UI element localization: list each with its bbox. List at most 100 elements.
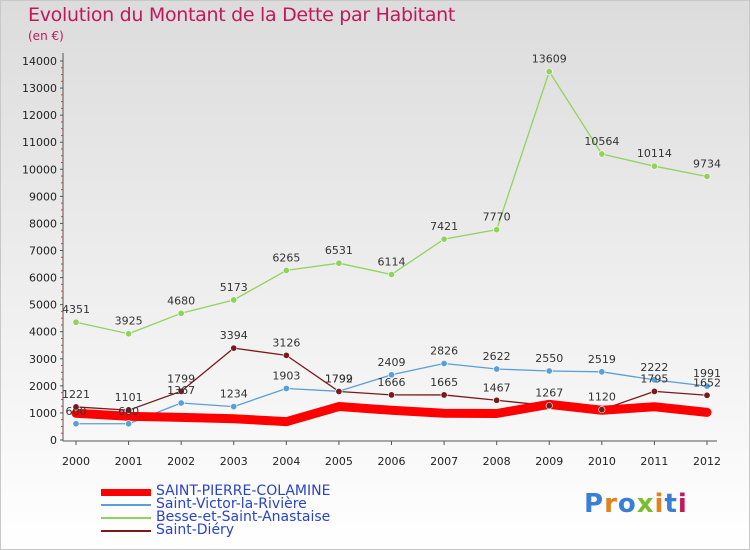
data-label: 1799: [325, 372, 353, 385]
x-tick-label: 2001: [115, 455, 143, 468]
chart-legend: SAINT-PIERRE-COLAMINE Saint-Victor-la-Riv…: [101, 483, 521, 538]
logo-letter: i: [677, 489, 688, 519]
data-point: [650, 162, 658, 170]
data-point: [598, 406, 606, 414]
legend-label: Saint-Diéry: [156, 522, 235, 538]
proxiti-logo: Proxiti: [584, 489, 688, 519]
legend-item: Besse-et-Saint-Anastaise: [101, 509, 521, 525]
logo-letter: x: [636, 489, 655, 519]
legend-swatch: [101, 504, 151, 506]
data-point: [493, 365, 501, 373]
data-label: 2222: [640, 361, 668, 374]
data-label: 13609: [532, 53, 567, 66]
data-point: [177, 399, 185, 407]
legend-swatch: [101, 517, 151, 519]
data-point: [703, 382, 711, 390]
data-label: 1467: [483, 381, 511, 394]
logo-letter: o: [617, 489, 637, 519]
x-tick-label: 2005: [325, 455, 353, 468]
data-label: 1234: [220, 388, 248, 401]
chart-unit: (en €): [28, 29, 64, 43]
y-tick-label: 8000: [29, 217, 57, 230]
legend-label: Saint-Victor-la-Rivière: [156, 496, 307, 512]
data-point: [282, 266, 290, 274]
logo-letter: i: [654, 489, 665, 519]
data-point: [230, 296, 238, 304]
data-point: [387, 391, 395, 399]
data-point: [545, 402, 553, 410]
data-point: [177, 309, 185, 317]
data-point: [230, 403, 238, 411]
legend-item: SAINT-PIERRE-COLAMINE: [101, 483, 521, 499]
x-tick-label: 2006: [378, 455, 406, 468]
x-tick-label: 2004: [272, 455, 300, 468]
data-point: [335, 259, 343, 267]
x-tick-label: 2008: [483, 455, 511, 468]
logo-letter: t: [664, 489, 678, 519]
data-label: 1991: [693, 367, 721, 380]
data-point: [387, 371, 395, 379]
legend-label: SAINT-PIERRE-COLAMINE: [156, 483, 331, 499]
data-point: [545, 68, 553, 76]
data-label: 1792: [325, 372, 353, 385]
data-label: 7421: [430, 220, 458, 233]
data-label: 1665: [430, 376, 458, 389]
data-point: [650, 387, 658, 395]
data-label: 1120: [588, 391, 616, 404]
y-tick-label: 1000: [29, 407, 57, 420]
x-tick-label: 2003: [220, 455, 248, 468]
data-label: 1799: [167, 372, 195, 385]
legend-swatch: [101, 489, 151, 496]
data-point: [703, 391, 711, 399]
x-tick-label: 2011: [640, 455, 668, 468]
y-tick-label: 11000: [22, 136, 57, 149]
legend-swatch: [101, 530, 151, 532]
data-label: 2826: [430, 344, 458, 357]
data-label: 600: [118, 405, 139, 418]
y-tick-label: 2000: [29, 380, 57, 393]
data-label: 9734: [693, 157, 721, 170]
data-label: 5173: [220, 281, 248, 294]
data-point: [72, 420, 80, 428]
x-tick-label: 2009: [535, 455, 563, 468]
x-tick-label: 2010: [588, 455, 616, 468]
data-label: 2519: [588, 353, 616, 366]
data-point: [72, 403, 80, 411]
x-tick-label: 2007: [430, 455, 458, 468]
data-label: 1367: [167, 384, 195, 397]
data-point: [125, 406, 133, 414]
data-label: 7770: [483, 211, 511, 224]
data-label: 6531: [325, 244, 353, 257]
data-point: [335, 387, 343, 395]
data-point: [650, 376, 658, 384]
x-tick-label: 2000: [62, 455, 90, 468]
data-label: 1267: [535, 387, 563, 400]
data-label: 6114: [378, 255, 406, 268]
data-label: 1221: [62, 388, 90, 401]
logo-letter: r: [604, 489, 618, 519]
legend-item: Saint-Victor-la-Rivière: [101, 496, 521, 512]
data-label: 1795: [640, 372, 668, 385]
y-tick-label: 10000: [22, 163, 57, 176]
legend-label: Besse-et-Saint-Anastaise: [156, 509, 331, 525]
data-point: [282, 351, 290, 359]
y-tick-label: 4000: [29, 326, 57, 339]
data-label: 10114: [637, 147, 672, 160]
data-point: [440, 235, 448, 243]
data-point: [125, 330, 133, 338]
data-label: 1652: [693, 376, 721, 389]
data-label: 1101: [115, 391, 143, 404]
chart-title: Evolution du Montant de la Dette par Hab…: [28, 4, 456, 26]
data-point: [125, 420, 133, 428]
data-label: 10564: [584, 135, 619, 148]
data-label: 2409: [378, 356, 406, 369]
data-label: 6265: [272, 251, 300, 264]
y-tick-label: 12000: [22, 109, 57, 122]
data-point: [72, 318, 80, 326]
legend-item: Saint-Diéry: [101, 522, 521, 538]
data-label: 2622: [483, 350, 511, 363]
data-point: [493, 226, 501, 234]
data-label: 1666: [378, 376, 406, 389]
